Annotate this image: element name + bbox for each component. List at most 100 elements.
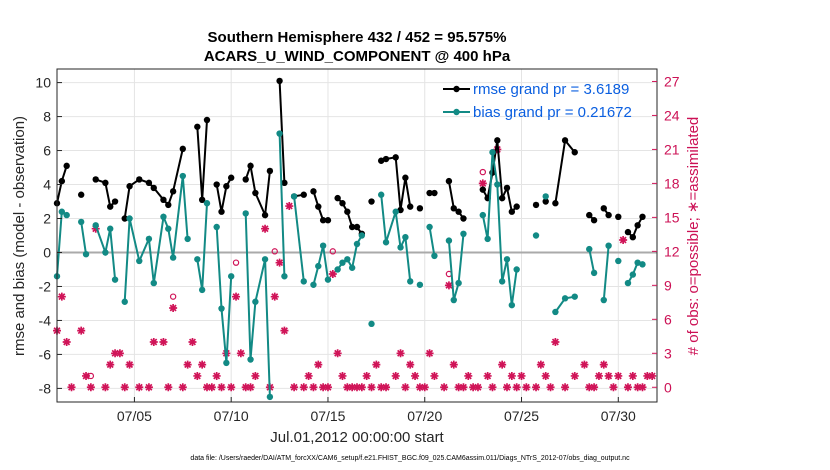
rmse-point: [513, 203, 520, 210]
rmse-point: [629, 233, 637, 241]
rmse-point: [266, 167, 274, 175]
bias-point: [121, 298, 128, 305]
bias-point: [310, 281, 317, 288]
bias-point: [460, 230, 467, 238]
assimilated-obs-marker: [309, 383, 318, 392]
rmse-point: [450, 205, 457, 212]
bias-point: [334, 266, 341, 273]
legend-swatch-marker: [453, 108, 460, 116]
rmse-point: [150, 184, 157, 192]
assimilated-obs-marker: [362, 371, 371, 380]
bias-point: [165, 225, 172, 232]
assimilated-obs-marker: [522, 383, 531, 392]
y-right-tick-label: 3: [664, 345, 672, 361]
rmse-point: [397, 206, 404, 214]
assimilated-obs-marker: [561, 383, 570, 392]
rmse-point: [213, 181, 220, 188]
rmse-point: [63, 162, 70, 170]
x-tick-label: 07/30: [601, 408, 636, 424]
rmse-point: [571, 149, 578, 156]
rmse-point: [319, 217, 327, 224]
assimilated-obs-marker: [377, 383, 386, 392]
y-tick-label: 10: [35, 75, 51, 91]
assimilated-obs-marker: [503, 383, 511, 392]
bias-line-segment: [380, 194, 412, 282]
bias-point: [276, 130, 283, 137]
assimilated-obs-marker: [319, 383, 328, 392]
assimilated-obs-marker: [86, 383, 95, 392]
assimilated-obs-marker: [415, 383, 424, 392]
rmse-point: [339, 200, 346, 207]
bias-point: [431, 252, 438, 260]
assimilated-obs-marker: [159, 337, 168, 346]
rmse-point: [169, 188, 177, 195]
bias-point: [624, 279, 632, 287]
assimilated-obs-marker: [144, 383, 153, 392]
bias-point: [315, 262, 322, 270]
rmse-line-segment: [215, 177, 233, 212]
bias-point: [145, 235, 153, 243]
rmse-point: [605, 211, 612, 219]
rmse-point: [600, 205, 607, 212]
assimilated-obs-marker: [357, 383, 366, 392]
y-right-tick-label: 12: [664, 243, 680, 259]
rmse-point: [503, 184, 511, 192]
y-right-tick-label: 9: [664, 277, 672, 293]
assimilated-obs-marker: [623, 383, 632, 392]
bias-point: [344, 256, 351, 263]
bias-point: [252, 298, 259, 305]
assimilated-obs-marker: [203, 383, 211, 392]
x-tick-label: 07/05: [117, 408, 152, 424]
assimilated-obs-marker: [323, 383, 332, 392]
legend-label: bias grand pr = 0.21672: [473, 104, 632, 121]
bias-point: [169, 254, 177, 261]
bias-point: [150, 279, 157, 287]
assimilated-obs-marker: [638, 383, 647, 392]
rmse-point: [160, 196, 167, 204]
bias-point: [450, 296, 457, 304]
rmse-point: [179, 145, 187, 153]
assimilated-obs-marker: [188, 337, 197, 346]
assimilated-obs-marker: [633, 383, 642, 392]
bias-point: [58, 208, 66, 215]
assimilated-obs-marker: [420, 383, 429, 392]
rmse-line-segment: [481, 140, 518, 214]
bias-point: [615, 257, 622, 265]
rmse-point: [353, 223, 361, 231]
assimilated-obs-marker: [498, 360, 507, 369]
assimilated-obs-marker: [198, 360, 207, 369]
rmse-point: [561, 137, 569, 144]
bias-point: [561, 295, 569, 302]
x-axis-label: Jul.01,2012 00:00:00 start: [270, 429, 444, 446]
assimilated-obs-marker: [536, 360, 545, 369]
bias-point: [498, 278, 506, 285]
bias-point: [397, 244, 404, 251]
rmse-point: [242, 176, 249, 183]
chart-title: Southern Hemisphere 432 / 452 = 95.575%: [208, 29, 507, 46]
assimilated-obs-marker: [178, 383, 187, 392]
bias-point: [111, 276, 119, 283]
rmse-point: [165, 201, 172, 209]
bias-point: [179, 172, 187, 180]
assimilated-obs-marker: [464, 371, 473, 380]
legend-swatch-marker: [453, 85, 460, 93]
bias-point: [407, 278, 414, 285]
bias-line-segment: [94, 224, 117, 280]
bias-point: [552, 308, 559, 316]
bias-line-segment: [278, 133, 286, 277]
bias-point: [392, 208, 399, 215]
assimilated-obs-marker: [367, 383, 376, 392]
bias-point: [353, 240, 361, 248]
possible-obs-marker: [169, 293, 177, 300]
rmse-point: [92, 176, 99, 183]
bias-point: [484, 235, 491, 243]
bias-point: [532, 232, 540, 239]
bias-point: [503, 256, 511, 263]
assimilated-obs-marker: [183, 360, 192, 369]
y-tick-label: 6: [43, 143, 51, 159]
assimilated-obs-marker: [67, 383, 76, 392]
rmse-point: [426, 189, 433, 197]
rmse-point: [121, 215, 128, 222]
y-right-tick-label: 27: [664, 73, 680, 89]
